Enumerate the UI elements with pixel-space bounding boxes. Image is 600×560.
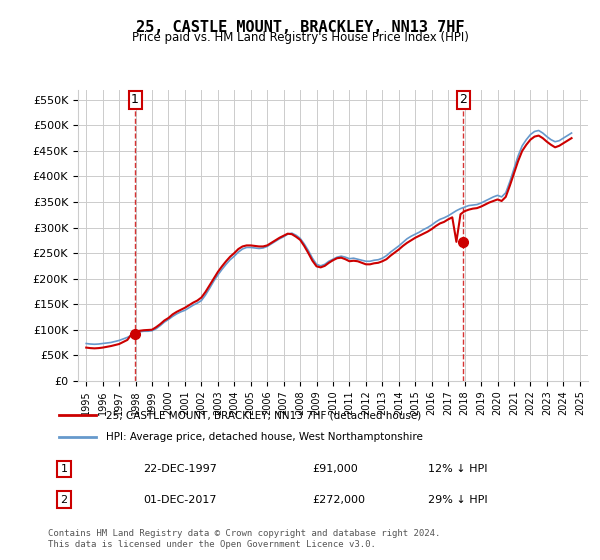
Text: 1: 1	[131, 94, 139, 106]
Text: 12% ↓ HPI: 12% ↓ HPI	[428, 464, 488, 474]
Text: £91,000: £91,000	[312, 464, 358, 474]
Text: HPI: Average price, detached house, West Northamptonshire: HPI: Average price, detached house, West…	[106, 432, 423, 442]
Text: 25, CASTLE MOUNT, BRACKLEY, NN13 7HF: 25, CASTLE MOUNT, BRACKLEY, NN13 7HF	[136, 20, 464, 35]
Text: 01-DEC-2017: 01-DEC-2017	[143, 495, 217, 505]
Text: Contains HM Land Registry data © Crown copyright and database right 2024.
This d: Contains HM Land Registry data © Crown c…	[48, 529, 440, 549]
Text: £272,000: £272,000	[312, 495, 365, 505]
Text: 29% ↓ HPI: 29% ↓ HPI	[428, 495, 488, 505]
Text: 22-DEC-1997: 22-DEC-1997	[143, 464, 217, 474]
Text: 2: 2	[460, 94, 467, 106]
Text: Price paid vs. HM Land Registry's House Price Index (HPI): Price paid vs. HM Land Registry's House …	[131, 31, 469, 44]
Text: 25, CASTLE MOUNT, BRACKLEY, NN13 7HF (detached house): 25, CASTLE MOUNT, BRACKLEY, NN13 7HF (de…	[106, 410, 421, 420]
Text: 1: 1	[61, 464, 67, 474]
Text: 2: 2	[60, 495, 67, 505]
